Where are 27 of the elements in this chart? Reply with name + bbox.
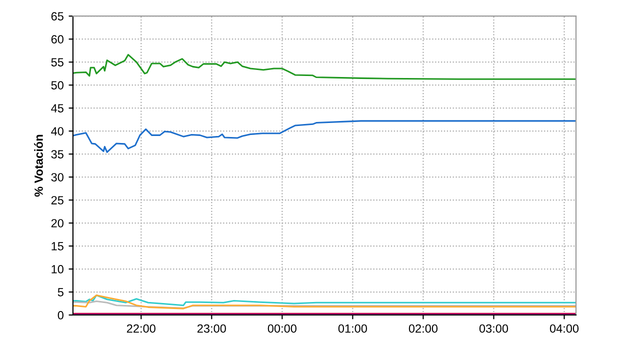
y-tick-label: 40: [51, 127, 64, 136]
y-tick-label: 50: [51, 81, 64, 90]
y-tick-label: 0: [58, 311, 64, 320]
y-tick-label: 65: [51, 12, 64, 20]
y-tick-label: 30: [51, 173, 64, 182]
line-series: [72, 300, 576, 309]
y-tick-label: 45: [51, 104, 64, 112]
line-series: [72, 120, 576, 153]
y-tick-label: 5: [58, 288, 64, 296]
x-tick-label: 22:00: [126, 324, 156, 333]
y-axis-title: % Votación: [34, 134, 43, 197]
x-tick-label: 04:00: [550, 324, 579, 333]
y-tick-label: 60: [51, 35, 64, 44]
y-tick-label: 20: [51, 219, 64, 228]
line-series: [72, 294, 576, 310]
y-tick-label: 15: [52, 242, 64, 250]
line-series: [72, 294, 576, 306]
y-tick-label: 25: [51, 196, 64, 204]
y-tick-label: 10: [52, 265, 64, 274]
x-tick-label: 02:00: [408, 324, 438, 333]
x-tick-label: 01:00: [338, 324, 367, 333]
line-series: [72, 54, 576, 80]
x-tick-label: 23:00: [197, 324, 226, 333]
y-tick-label: 35: [51, 150, 64, 158]
x-tick-label: 03:00: [479, 324, 508, 333]
x-tick-label: 00:00: [268, 324, 296, 333]
y-tick-label: 55: [51, 58, 64, 66]
